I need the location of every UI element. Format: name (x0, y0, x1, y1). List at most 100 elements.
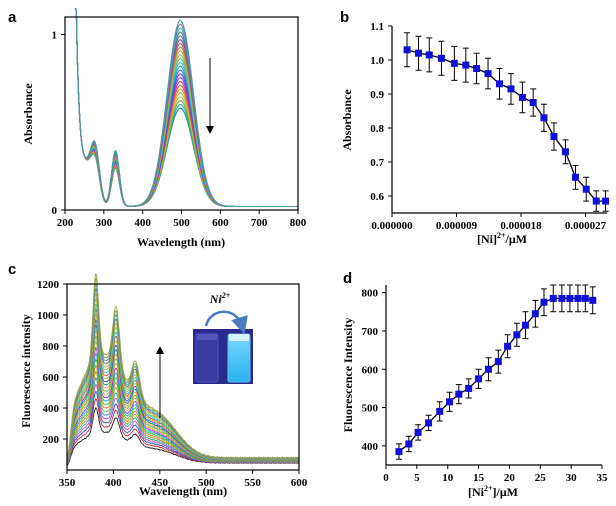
inset-vial-right-cap (229, 334, 249, 341)
panel-d-point-12 (513, 331, 521, 339)
panel-b-point-5 (462, 61, 470, 69)
panel-a-x-tick-label-5: 700 (251, 217, 268, 229)
panel-b-point-7 (484, 70, 492, 78)
panel-c-x-tick-label-3: 500 (198, 477, 215, 489)
panel-d-x-ticks: 0 5 10 15 20 25 30 35 (383, 465, 608, 484)
panel-c-inset-vials-photo: Ni2+ (193, 291, 253, 384)
panel-a-x-axis-label: Wavelength (nm) (137, 235, 225, 249)
panel-d-point-19 (574, 294, 582, 302)
panel-c-y-tick-label-1: 400 (43, 403, 60, 415)
panel-b-y-tick-label-3: 0.9 (370, 89, 384, 101)
panel-b-letter: b (340, 9, 349, 26)
panel-d-point-0 (395, 448, 403, 456)
panel-d-point-2 (414, 428, 422, 436)
panel-d-point-4 (436, 407, 444, 415)
panel-d-x-tick-label-2: 10 (442, 472, 454, 484)
panel-b-point-13 (550, 133, 558, 140)
panel-d-point-10 (494, 358, 502, 366)
panel-a-y-tick-label-1: 1 (52, 30, 58, 42)
panel-d-series (395, 284, 597, 460)
panel-c-letter: c (8, 261, 16, 278)
inset-vial-left (195, 333, 219, 383)
panel-c-y-axis-label: Fluorescence intensity (19, 314, 33, 427)
panel-d-y-axis-label: Fluorescence Intensity (341, 318, 355, 433)
panel-a-y-tick-label-0: 0 (52, 205, 58, 217)
panel-b-y-tick-label-0: 0.6 (370, 191, 384, 203)
panel-a-x-ticks: 200 300 400 500 600 700 800 (57, 210, 307, 229)
panel-b-point-2 (425, 51, 433, 59)
panel-b-point-9 (507, 85, 515, 93)
panel-a-x-tick-label-1: 300 (96, 217, 113, 229)
panel-d-point-17 (558, 294, 566, 302)
panel-c-x-tick-label-1: 400 (105, 477, 122, 489)
panel-b-y-tick-label-4: 1.0 (370, 55, 384, 67)
panel-d-point-8 (475, 375, 483, 383)
panel-c-x-ticks: 350 400 450 500 550 600 (59, 470, 308, 489)
panel-d-letter: d (343, 270, 352, 287)
panel-a-spectra (74, 7, 298, 208)
panel-d-point-9 (484, 365, 492, 373)
panel-c-chart: c 350 400 450 500 550 600 200 400 600 800 1000 120… (8, 261, 308, 498)
panel-b-point-17 (592, 197, 600, 205)
panel-b-point-3 (437, 54, 445, 62)
panel-d-point-1 (405, 440, 413, 448)
panel-c-x-tick-label-2: 450 (152, 477, 169, 489)
panel-d-point-13 (521, 321, 529, 329)
panel-c-spectra (66, 273, 300, 466)
panel-a-x-tick-label-3: 500 (173, 217, 190, 229)
panel-d-point-3 (425, 419, 433, 427)
panel-c-x-axis-label: Wavelength (nm) (139, 484, 227, 498)
panel-d-point-6 (455, 390, 463, 398)
panel-b-y-tick-label-1: 0.7 (370, 157, 384, 169)
panel-d-point-18 (566, 294, 574, 302)
panel-c-x-tick-label-4: 550 (244, 477, 261, 489)
panel-b-point-10 (518, 93, 526, 101)
panel-c-y-ticks: 200 400 600 800 1000 1200 (37, 279, 67, 446)
panel-b-y-ticks: 0.6 0.7 0.8 0.9 1.0 1.1 (370, 21, 392, 203)
panel-d-y-tick-label-2: 600 (362, 364, 379, 376)
panel-a-y-axis-label: Absorbance (21, 83, 35, 145)
inset-ni-label: Ni2+ (209, 291, 231, 306)
panel-b-point-1 (415, 49, 423, 57)
panel-b-point-11 (529, 99, 537, 106)
panel-d-x-tick-label-6: 30 (566, 472, 578, 484)
panel-d-x-tick-label-4: 20 (504, 472, 516, 484)
panel-b-point-8 (496, 80, 503, 88)
panel-d-y-tick-label-3: 700 (362, 326, 379, 338)
panel-b-y-tick-label-2: 0.8 (370, 123, 384, 135)
panel-d-point-21 (589, 296, 597, 304)
panel-c-y-tick-label-4: 1000 (37, 310, 60, 322)
panel-a-letter: a (8, 9, 17, 26)
panel-d-y-tick-label-0: 400 (362, 441, 379, 453)
panel-b-x-tick-label-3: 0.000027 (565, 220, 607, 232)
panel-d-x-tick-label-7: 35 (597, 472, 609, 484)
panel-a-y-ticks: 01 (52, 30, 65, 217)
panel-d-y-tick-label-1: 500 (362, 403, 379, 415)
panel-d-point-7 (465, 384, 473, 392)
panel-a-spectrum-23 (74, 7, 298, 208)
panel-c-x-tick-label-5: 600 (291, 477, 308, 489)
panel-b-point-4 (450, 59, 458, 67)
panel-d-series-line (398, 297, 593, 453)
panel-b-point-16 (582, 185, 590, 193)
panel-d-point-5 (446, 398, 454, 406)
panel-d-x-tick-label-1: 5 (414, 472, 420, 484)
panel-d-y-tick-label-4: 800 (362, 288, 379, 300)
panel-b-y-axis-label: Absorbance (340, 89, 354, 151)
panel-b-point-18 (602, 197, 610, 205)
panel-b-point-12 (540, 114, 548, 122)
panel-b-point-0 (403, 46, 411, 54)
panel-d-point-14 (531, 310, 539, 318)
panel-c-y-tick-label-3: 800 (43, 341, 60, 353)
panel-b-series (403, 32, 610, 212)
panel-b-point-6 (473, 65, 481, 72)
panel-d-point-20 (581, 294, 589, 302)
panel-a-chart: a 200 300 400 500 600 700 800 01 Wavelength (n… (8, 7, 307, 249)
panel-c-y-tick-label-0: 200 (43, 434, 60, 446)
inset-curved-arrow (204, 310, 248, 335)
panel-c-x-tick-label-0: 350 (59, 477, 76, 489)
panel-b-x-ticks: 0.000000 0.000009 0.000018 0.000027 (371, 213, 607, 232)
panel-b-point-14 (561, 148, 569, 156)
panel-a-x-tick-label-2: 400 (134, 217, 151, 229)
